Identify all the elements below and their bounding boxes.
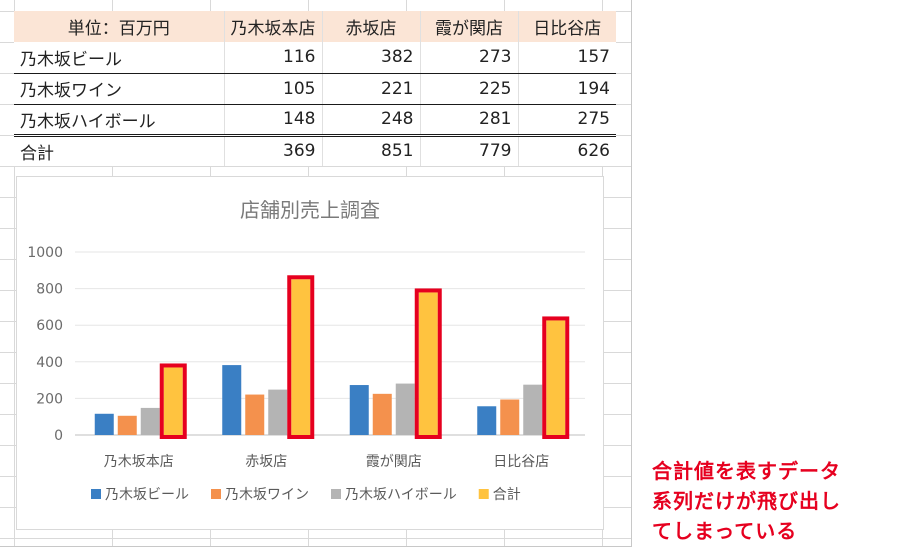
total-label-cell[interactable]: 合計	[14, 135, 225, 166]
legend-swatch	[211, 489, 221, 499]
total-value-cell[interactable]: 851	[322, 135, 421, 166]
header-cell-store-4[interactable]: 日比谷店	[518, 11, 616, 42]
table-row: 乃木坂ビール 116 382 273 157	[14, 42, 616, 74]
bar-highlight-frame	[414, 288, 442, 440]
bar	[140, 407, 160, 435]
bar	[395, 383, 415, 435]
bar	[523, 384, 543, 435]
y-tick-label: 1000	[27, 245, 63, 261]
value-cell[interactable]: 273	[420, 42, 519, 74]
note-line: 系列だけが飛び出し	[652, 489, 841, 513]
value-cell[interactable]: 148	[224, 104, 323, 137]
row-label-cell[interactable]: 乃木坂ビール	[14, 42, 225, 74]
value-cell[interactable]: 194	[518, 73, 616, 105]
bar	[372, 393, 392, 435]
chart-bars	[94, 275, 570, 440]
x-axis-ticks: 乃木坂本店 赤坂店 霞が関店 日比谷店	[104, 454, 550, 470]
row-label-cell[interactable]: 乃木坂ハイボール	[14, 104, 225, 137]
bar	[222, 365, 242, 435]
bar-highlight-frame	[159, 363, 187, 440]
header-cell-store-2[interactable]: 赤坂店	[322, 11, 421, 42]
legend-swatch	[91, 489, 101, 499]
bar	[477, 406, 497, 435]
bar	[245, 394, 265, 435]
legend-label: 乃木坂ビール	[105, 487, 189, 503]
header-cell-unit[interactable]: 単位：百万円	[14, 11, 225, 42]
y-axis-ticks: 0 200 400 600 800 1000	[27, 245, 63, 444]
chart-canvas: 店舗別売上調査 0 200 400 600 800 1000 乃木坂本店 赤坂店 霞が関店 日比…	[27, 198, 585, 503]
y-tick-label: 600	[36, 318, 63, 334]
value-cell[interactable]: 225	[420, 73, 519, 105]
chart-title: 店舗別売上調査	[240, 198, 380, 222]
value-cell[interactable]: 221	[322, 73, 421, 105]
y-tick-label: 800	[36, 282, 63, 298]
value-cell[interactable]: 281	[420, 104, 519, 137]
annotation-note: 合計値を表すデータ 系列だけが飛び出し てしまっている	[652, 456, 902, 546]
y-tick-label: 400	[36, 355, 63, 371]
value-cell[interactable]: 116	[224, 42, 323, 74]
bar-highlight-frame	[287, 275, 315, 439]
value-cell[interactable]: 248	[322, 104, 421, 137]
header-cell-store-3[interactable]: 霞が関店	[420, 11, 519, 42]
total-value-cell[interactable]: 626	[577, 141, 610, 162]
total-value-cell[interactable]: 369	[224, 135, 323, 166]
note-line: 合計値を表すデータ	[652, 459, 841, 483]
value-cell[interactable]: 382	[322, 42, 421, 74]
row-label-cell[interactable]: 乃木坂ワイン	[14, 73, 225, 105]
note-line: てしまっている	[652, 519, 798, 543]
total-value-cell[interactable]: 779	[420, 135, 519, 166]
bar	[163, 367, 183, 435]
x-tick-label: 霞が関店	[366, 454, 422, 470]
bar	[418, 292, 438, 435]
bar	[94, 413, 114, 435]
header-cell-store-1[interactable]: 乃木坂本店	[224, 11, 323, 42]
x-tick-label: 乃木坂本店	[104, 454, 174, 470]
bar-highlight-frame	[542, 316, 570, 439]
table-header-row: 単位：百万円 乃木坂本店 赤坂店 霞が関店 日比谷店	[14, 11, 616, 42]
bar	[500, 399, 520, 435]
bar	[268, 389, 288, 435]
bar	[349, 385, 369, 435]
legend-swatch	[331, 489, 341, 499]
legend-label: 乃木坂ハイボール	[345, 487, 457, 503]
x-tick-label: 日比谷店	[493, 454, 549, 470]
table-row: 乃木坂ハイボール 148 248 281 275	[14, 104, 616, 137]
y-tick-label: 200	[36, 391, 63, 407]
table-total-row: 合計 369 851 779 626	[14, 135, 616, 166]
table-row: 乃木坂ワイン 105 221 225 194	[14, 73, 616, 105]
legend-label: 合計	[493, 487, 521, 503]
sales-table: 単位：百万円 乃木坂本店 赤坂店 霞が関店 日比谷店 乃木坂ビール 116 38…	[14, 11, 616, 166]
value-cell[interactable]: 105	[224, 73, 323, 105]
bar	[117, 415, 137, 435]
legend-swatch	[478, 489, 489, 499]
legend-label: 乃木坂ワイン	[225, 487, 309, 503]
chart-legend: 乃木坂ビール 乃木坂ワイン 乃木坂ハイボール 合計	[91, 487, 521, 503]
sales-chart[interactable]: 店舗別売上調査 0 200 400 600 800 1000 乃木坂本店 赤坂店 霞が関店 日比…	[16, 176, 604, 530]
bar	[546, 320, 566, 435]
value-cell[interactable]: 157	[518, 42, 616, 74]
y-tick-label: 0	[54, 428, 63, 444]
bar	[291, 279, 311, 435]
value-cell[interactable]: 275	[518, 104, 616, 137]
x-tick-label: 赤坂店	[245, 454, 287, 470]
spreadsheet-grid: 単位：百万円 乃木坂本店 赤坂店 霞が関店 日比谷店 乃木坂ビール 116 38…	[0, 0, 632, 547]
